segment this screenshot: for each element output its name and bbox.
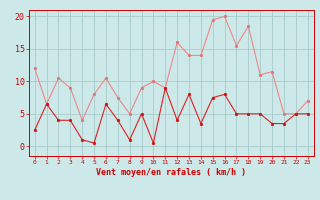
X-axis label: Vent moyen/en rafales ( km/h ): Vent moyen/en rafales ( km/h ) [96, 168, 246, 177]
